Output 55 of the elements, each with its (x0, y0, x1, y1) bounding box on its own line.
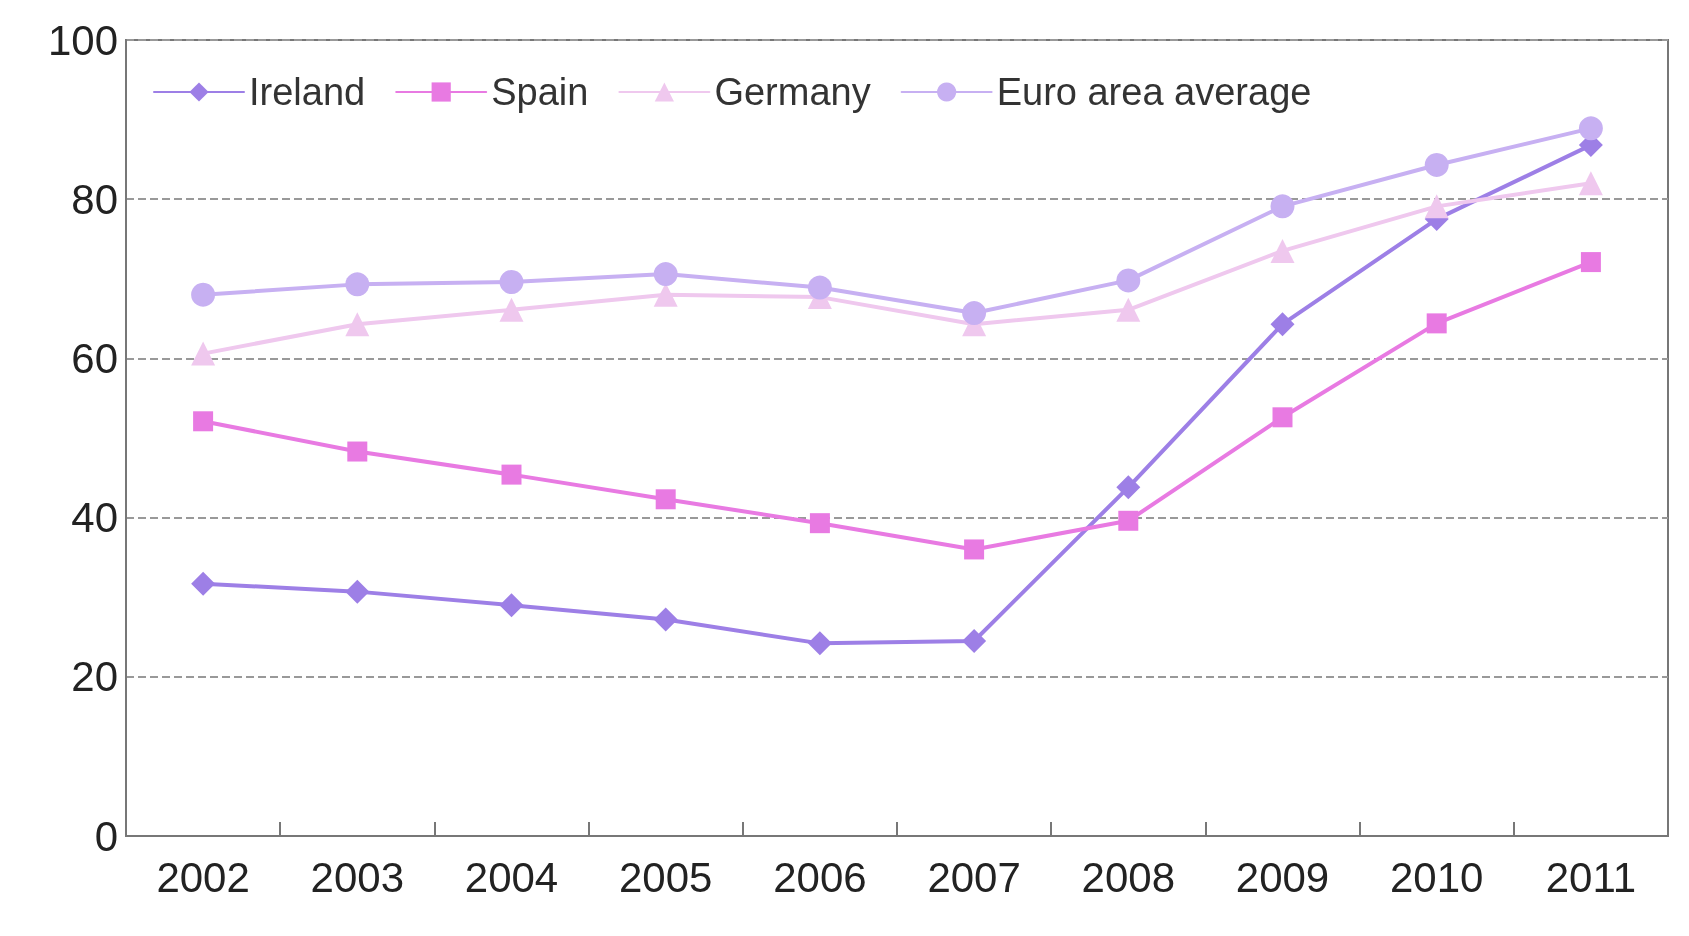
y-tick-label: 0 (94, 812, 118, 860)
point (962, 628, 987, 653)
point (1270, 312, 1295, 337)
x-tick-label: 2002 (156, 853, 250, 901)
point (191, 341, 216, 366)
y-tick-label: 60 (71, 334, 118, 382)
point (1116, 268, 1141, 293)
x-tick-label: 2006 (773, 853, 867, 901)
point (191, 282, 216, 307)
point (345, 312, 370, 337)
point (499, 297, 524, 322)
point (653, 607, 678, 632)
point (653, 262, 678, 287)
point (1426, 313, 1447, 334)
point (1270, 238, 1295, 263)
x-tick-label: 2008 (1081, 853, 1176, 901)
y-tick-label: 40 (71, 494, 118, 542)
x-tick-label: 2004 (464, 853, 559, 901)
legend-label: Germany (714, 71, 871, 113)
y-tick-label: 20 (71, 653, 118, 701)
point (1118, 510, 1139, 531)
point (193, 411, 214, 432)
point (807, 631, 832, 656)
point (1580, 252, 1601, 273)
x-tick-label: 2005 (618, 853, 713, 901)
point (345, 272, 370, 297)
legend-label: Ireland (249, 71, 366, 113)
legend-label: Euro area average (996, 71, 1312, 113)
point (1578, 116, 1603, 141)
x-tick-label: 2003 (310, 853, 405, 901)
point (1116, 297, 1141, 322)
point (499, 269, 524, 294)
point (1578, 171, 1603, 196)
point (1424, 194, 1449, 219)
x-tick-label: 2010 (1389, 853, 1484, 901)
point (964, 539, 985, 560)
point (499, 593, 524, 618)
legend-label: Spain (491, 71, 589, 113)
point (501, 464, 522, 485)
point (655, 489, 676, 510)
y-tick-label: 100 (47, 16, 118, 64)
x-tick-label: 2007 (927, 853, 1021, 901)
point (1272, 407, 1293, 428)
x-tick-label: 2009 (1235, 853, 1330, 901)
point (1116, 475, 1141, 500)
y-tick-label: 80 (71, 175, 118, 223)
point (962, 301, 987, 326)
point (809, 513, 830, 534)
point (1270, 194, 1295, 219)
x-tick-label: 2011 (1545, 853, 1637, 901)
point (807, 275, 832, 300)
point (1424, 152, 1449, 177)
point (191, 571, 216, 596)
point (345, 579, 370, 604)
point (347, 441, 368, 462)
